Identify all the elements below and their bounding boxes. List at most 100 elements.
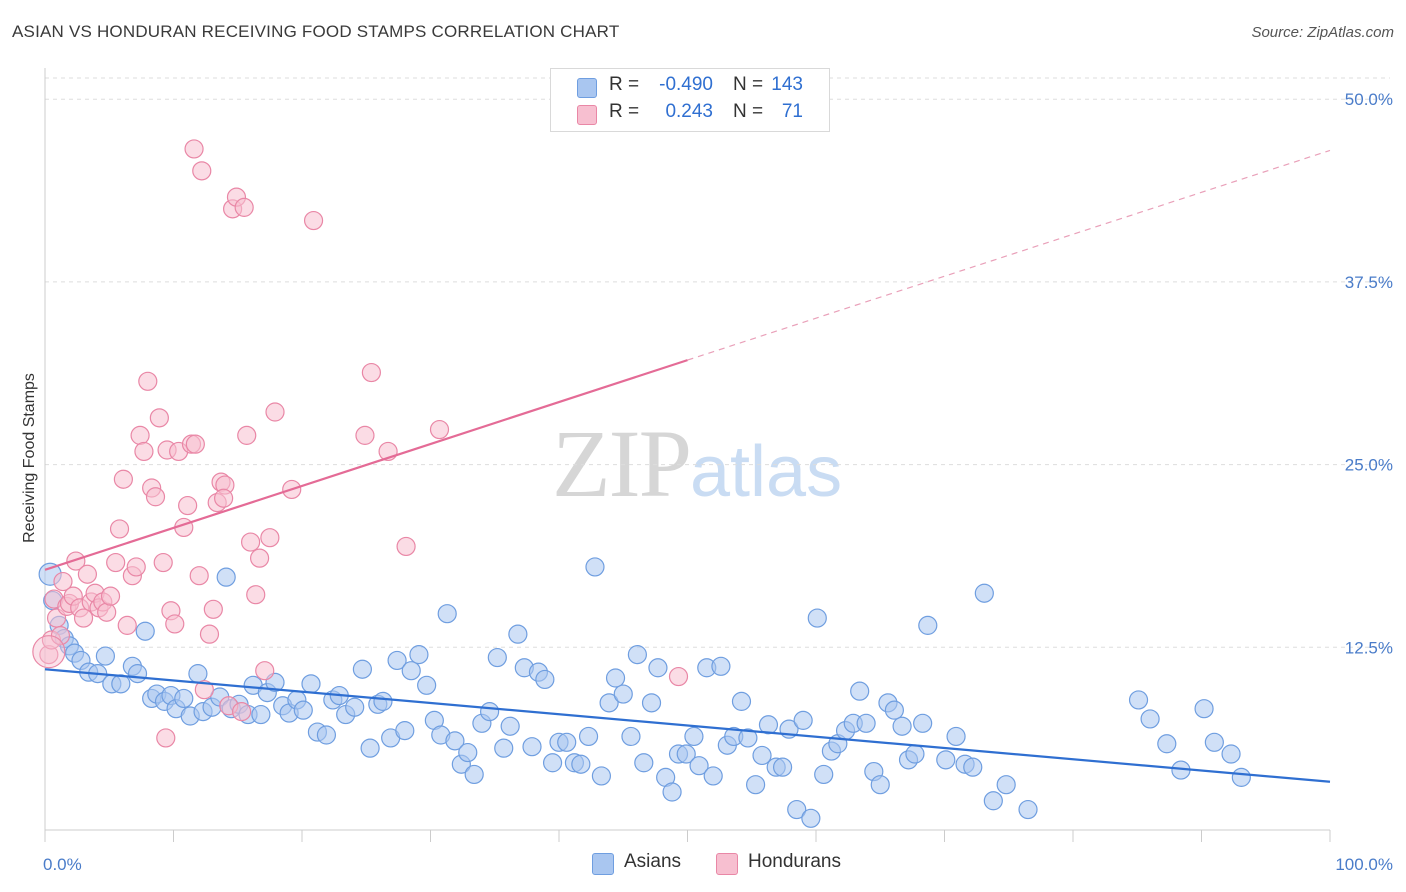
asians-point [591, 766, 612, 786]
asians-point [884, 700, 904, 720]
asians-point [758, 715, 779, 735]
hondurans-point [134, 441, 154, 462]
hondurans-point [396, 536, 416, 557]
hondurans-point [184, 139, 204, 159]
hondurans-point [32, 635, 66, 669]
asians-point [578, 726, 599, 747]
asians-point [387, 650, 407, 671]
hondurans-trend-line [44, 359, 688, 571]
asians-point [946, 726, 966, 747]
legend-swatch-hondurans [577, 105, 597, 125]
y-tick-label: 50.0% [1345, 90, 1393, 109]
asians-point [892, 716, 912, 736]
asians-point [437, 604, 457, 624]
hondurans-point [241, 532, 261, 552]
asians-point [772, 757, 793, 777]
asians-point [1157, 734, 1177, 754]
hondurans-point [246, 585, 266, 605]
asians-point [458, 742, 478, 763]
legend-n-value: 143 [771, 74, 803, 95]
asians-trend-line [44, 668, 1331, 783]
asians-point [793, 710, 813, 730]
watermark-atlas: atlas [690, 432, 843, 512]
watermark-zip: ZIP [552, 410, 692, 517]
hondurans-point [97, 602, 117, 622]
watermark: ZIPatlas [552, 408, 842, 519]
legend-swatch-hondurans [716, 853, 738, 875]
asians-point [395, 721, 415, 741]
hondurans-point [260, 528, 280, 548]
asians-point [409, 645, 429, 665]
asians-point [352, 659, 372, 679]
asians-point [135, 621, 155, 641]
asians-point [1194, 699, 1214, 719]
asians-point [360, 738, 380, 758]
asians-point [746, 775, 766, 795]
asians-point [1204, 732, 1224, 752]
hondurans-point [130, 425, 150, 445]
hondurans-point [361, 362, 381, 383]
hondurans-point [156, 728, 176, 748]
hondurans-point [145, 487, 166, 507]
asians-point [684, 726, 704, 747]
hondurans-point [192, 161, 212, 181]
hondurans-point [203, 599, 223, 619]
hondurans-point [178, 495, 198, 516]
asians-point [856, 713, 876, 733]
hondurans-point [100, 586, 121, 606]
hondurans-point [117, 615, 137, 635]
x-tick-label-max: 100.0% [1335, 855, 1393, 874]
asians-point [111, 674, 131, 694]
hondurans-point [149, 408, 169, 428]
series-points [32, 139, 1251, 828]
asians-point [974, 583, 994, 603]
correlation-legend: R = -0.490 N = 143 R = 0.243 N = 71 [550, 68, 830, 132]
grid-lines [45, 77, 1390, 648]
axis-labels: 12.5% 25.0% 37.5% 50.0% 0.0% 100.0% Receiving … [21, 90, 1393, 874]
hondurans-point [138, 371, 158, 391]
axes [44, 68, 1331, 842]
asians-point [621, 726, 641, 747]
asians-point [401, 661, 421, 681]
asians-point [738, 728, 758, 748]
asians-point [1221, 744, 1241, 764]
asians-point [494, 738, 514, 758]
hondurans-point [265, 402, 285, 422]
asians-point [918, 615, 938, 635]
hondurans-point [153, 552, 173, 573]
asians-point [216, 567, 236, 587]
chart-title: ASIAN VS HONDURAN RECEIVING FOOD STAMPS … [12, 22, 620, 41]
asians-point [752, 745, 772, 766]
y-tick-label: 12.5% [1345, 638, 1393, 657]
asians-point [542, 753, 563, 773]
asians-point [373, 691, 393, 711]
hondurans-point [185, 434, 205, 454]
y-axis-title: Receiving Food Stamps [21, 373, 38, 543]
asians-point [807, 608, 827, 628]
asians-point [316, 725, 337, 745]
asians-point [345, 697, 365, 717]
asians-point [814, 764, 834, 785]
asians-point [95, 646, 115, 666]
asians-point [1128, 690, 1149, 710]
hondurans-point [109, 519, 130, 539]
legend-label-asians: Asians [624, 851, 682, 872]
asians-point [522, 737, 542, 757]
legend-n-value: 71 [781, 101, 803, 122]
asians-point [464, 764, 484, 785]
hondurans-point [255, 661, 275, 681]
hondurans-point [214, 488, 234, 508]
hondurans-point [113, 469, 133, 489]
asians-point [293, 700, 313, 720]
hondurans-point [668, 666, 689, 687]
asians-point [599, 693, 619, 713]
source-attribution: Source: ZipAtlas.com [1251, 24, 1394, 41]
asians-point [251, 704, 271, 725]
asians-point [605, 668, 626, 688]
asians-point [913, 713, 933, 733]
hondurans-point [232, 702, 252, 722]
hondurans-point [234, 197, 254, 217]
asians-point [662, 782, 682, 802]
hondurans-point [194, 680, 214, 700]
series-legend: Asians Hondurans [0, 851, 1406, 877]
